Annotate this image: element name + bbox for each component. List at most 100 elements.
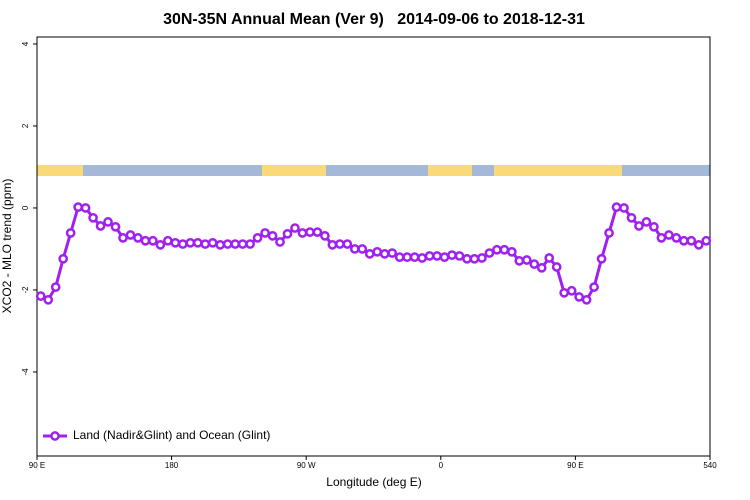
- data-point: [58, 253, 69, 264]
- data-point: [641, 217, 652, 227]
- data-point: [110, 221, 121, 232]
- data-point: [686, 235, 697, 246]
- data-point: [544, 253, 555, 263]
- data-point: [514, 255, 525, 266]
- data-point: [701, 235, 712, 246]
- y-tick-label: -4: [21, 368, 30, 376]
- data-point: [671, 233, 682, 243]
- data-point: [619, 203, 629, 213]
- data-point: [88, 212, 98, 223]
- y-axis-label: XCO2 - MLO trend (ppm): [0, 179, 14, 314]
- legend-item: Land (Nadir&Glint) and Ocean (Glint): [43, 428, 270, 442]
- data-point: [499, 244, 510, 255]
- data-point: [125, 230, 136, 240]
- data-point: [335, 239, 345, 249]
- x-tick-label: 90 W: [297, 461, 316, 470]
- data-point: [506, 246, 517, 257]
- data-point: [65, 228, 76, 238]
- data-point: [462, 253, 472, 264]
- data-point: [477, 253, 487, 263]
- data-point: [417, 253, 427, 263]
- data-point: [103, 217, 113, 227]
- data-point: [604, 228, 614, 238]
- data-point: [424, 251, 435, 261]
- data-point: [230, 239, 241, 249]
- data-point: [492, 244, 502, 255]
- data-point: [312, 227, 323, 238]
- data-point: [237, 239, 248, 249]
- data-point: [611, 202, 622, 212]
- data-point: [133, 233, 143, 243]
- data-point: [163, 235, 173, 246]
- data-point: [357, 244, 368, 254]
- x-tick-label: 180: [165, 461, 179, 470]
- y-tick-label: 0: [21, 205, 30, 210]
- data-point: [222, 239, 233, 249]
- data-point: [80, 203, 91, 213]
- data-point: [200, 239, 211, 249]
- data-point: [574, 292, 584, 302]
- data-point: [596, 253, 607, 264]
- data-point: [275, 237, 285, 247]
- data-point: [349, 244, 360, 254]
- data-point: [192, 237, 203, 248]
- data-point: [581, 294, 592, 305]
- data-point: [260, 228, 270, 238]
- legend-marker: [50, 431, 60, 441]
- x-tick-label: 540: [703, 461, 717, 470]
- data-point: [267, 230, 278, 241]
- data-point: [297, 228, 308, 238]
- data-point: [177, 239, 188, 249]
- data-point: [409, 252, 420, 263]
- data-point: [327, 240, 338, 250]
- data-point: [693, 240, 704, 250]
- data-point: [118, 233, 128, 243]
- data-point: [626, 212, 637, 223]
- data-point: [439, 252, 450, 263]
- y-tick-label: 2: [21, 123, 30, 128]
- data-point: [634, 221, 644, 231]
- data-point: [185, 237, 196, 248]
- x-axis-label: Longitude (deg E): [326, 475, 421, 489]
- data-point: [320, 230, 330, 241]
- data-point: [589, 282, 599, 292]
- y-tick-label: -2: [21, 286, 30, 294]
- data-point: [469, 253, 480, 264]
- data-point: [551, 262, 562, 272]
- x-tick-label: 90 E: [29, 461, 45, 470]
- data-point: [305, 227, 315, 238]
- data-point: [402, 252, 412, 263]
- data-point: [43, 294, 54, 305]
- x-tick-label: 0: [439, 461, 444, 470]
- data-point: [252, 233, 263, 243]
- data-point: [372, 246, 383, 257]
- data-point: [387, 248, 398, 258]
- data-point: [35, 291, 46, 301]
- data-point: [215, 240, 226, 250]
- data-point: [282, 228, 293, 239]
- data-point: [140, 235, 151, 246]
- data-point: [73, 202, 83, 212]
- data-point: [207, 237, 218, 248]
- data-point: [364, 249, 375, 259]
- data-point: [95, 221, 106, 231]
- data-point: [290, 223, 300, 233]
- data-point: [484, 248, 495, 258]
- legend-label: Land (Nadir&Glint) and Ocean (Glint): [73, 428, 270, 442]
- data-point: [454, 251, 465, 261]
- data-point: [447, 250, 457, 260]
- data-point: [536, 262, 547, 273]
- data-point: [559, 287, 570, 298]
- data-point: [245, 239, 255, 249]
- data-point: [155, 240, 166, 250]
- data-point: [432, 251, 442, 261]
- data-point: [566, 285, 577, 296]
- x-tick-label: 90 E: [567, 461, 583, 470]
- data-point: [521, 255, 532, 265]
- data-point: [170, 237, 181, 248]
- data-point: [664, 230, 674, 240]
- plot-frame: [36, 36, 711, 457]
- data-point: [529, 259, 540, 269]
- data-point: [656, 233, 667, 243]
